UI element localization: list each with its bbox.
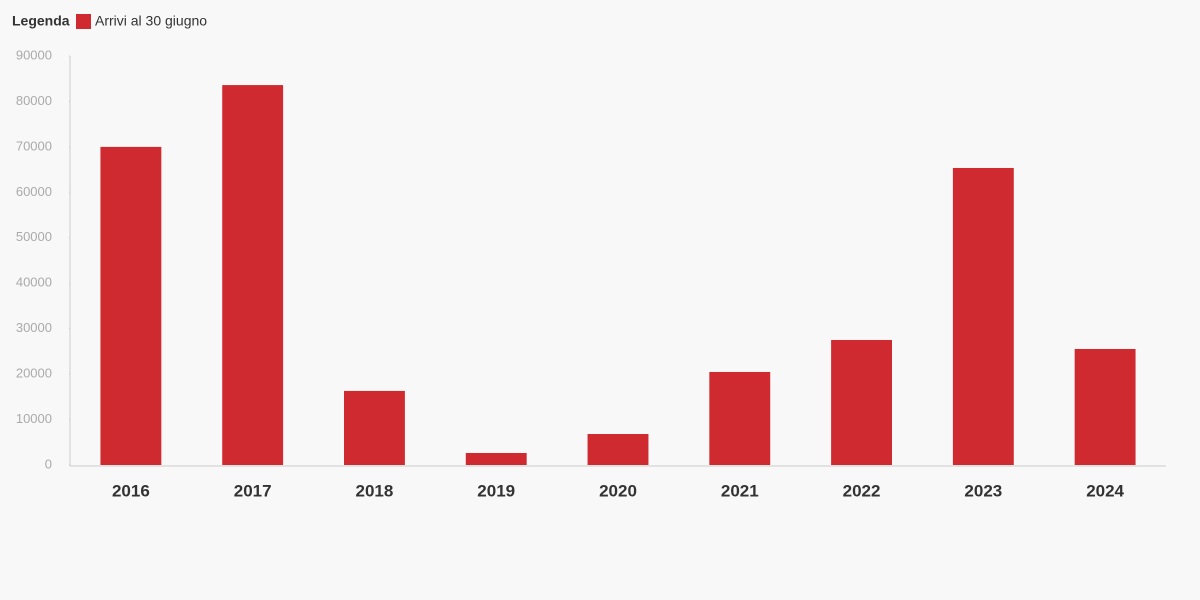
y-tick-label: 30000 — [16, 320, 52, 335]
legend-swatch — [76, 14, 91, 29]
x-tick-label: 2020 — [599, 481, 637, 500]
bar — [465, 453, 527, 465]
y-tick-label: 70000 — [16, 138, 52, 153]
bar — [831, 339, 892, 465]
y-tick-label: 0 — [45, 456, 52, 471]
y-tick-label: 40000 — [16, 275, 52, 290]
x-tick-label: 2017 — [234, 481, 272, 500]
bar — [100, 146, 162, 465]
bar — [952, 167, 1014, 466]
bar — [222, 85, 284, 465]
bar — [709, 371, 771, 465]
y-tick-label: 50000 — [16, 229, 52, 244]
y-tick-label: 80000 — [16, 93, 52, 108]
bar — [587, 434, 649, 465]
x-tick-label: 2021 — [721, 481, 759, 500]
x-tick-label: 2024 — [1086, 481, 1124, 500]
y-tick-label: 60000 — [16, 184, 52, 199]
x-tick-label: 2023 — [964, 481, 1002, 500]
x-tick-label: 2016 — [112, 481, 150, 500]
legend-title: Legenda — [12, 13, 70, 29]
bar — [1074, 348, 1136, 465]
x-tick-label: 2018 — [356, 481, 394, 500]
y-tick-label: 10000 — [16, 411, 52, 426]
x-tick-label: 2022 — [843, 481, 881, 500]
x-tick-label: 2019 — [477, 481, 515, 500]
y-tick-label: 90000 — [16, 47, 52, 62]
legend-label: Arrivi al 30 giugno — [95, 13, 207, 29]
y-tick-label: 20000 — [16, 366, 52, 381]
bar — [344, 390, 405, 465]
